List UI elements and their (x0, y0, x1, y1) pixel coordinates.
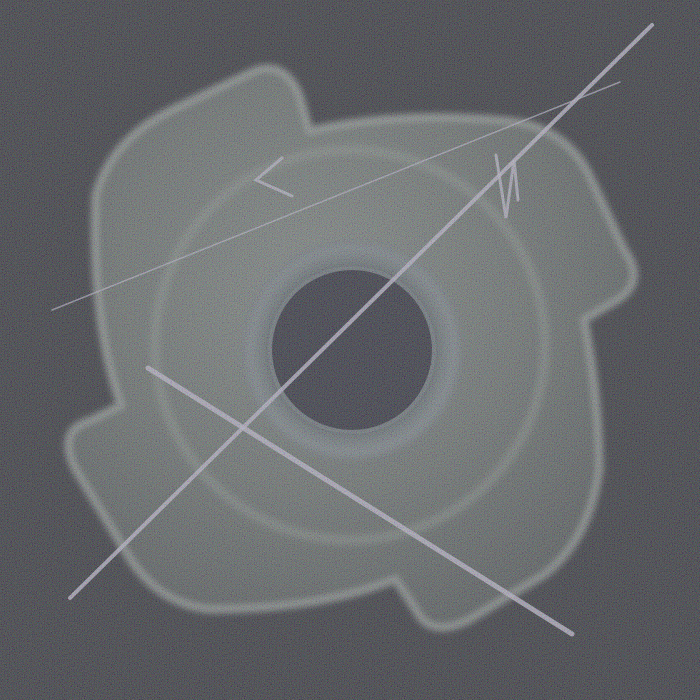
tee-nut-photo (0, 0, 700, 700)
photo-canvas (0, 0, 700, 700)
noise-overlay (0, 0, 700, 700)
